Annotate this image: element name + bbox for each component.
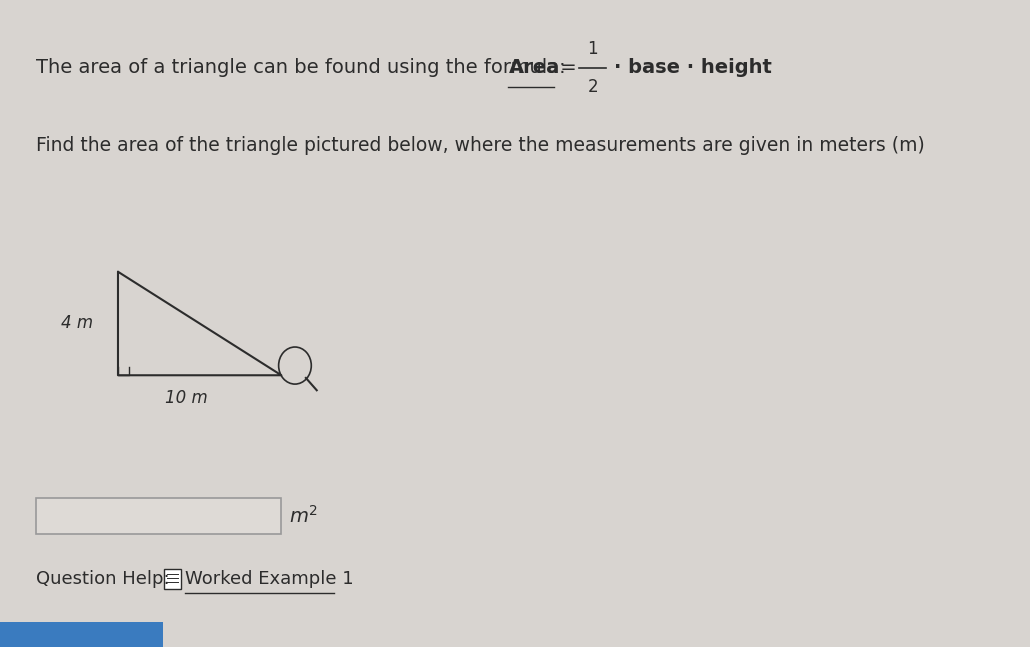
Text: · base · height: · base · height: [614, 58, 771, 78]
Text: =: =: [554, 58, 583, 78]
Text: 10 m: 10 m: [165, 389, 207, 407]
Text: 4 m: 4 m: [61, 314, 93, 333]
Text: Area: Area: [509, 58, 559, 78]
Text: Worked Example 1: Worked Example 1: [185, 570, 353, 588]
Bar: [164, 569, 180, 589]
Text: 2: 2: [587, 78, 598, 96]
Text: The area of a triangle can be found using the formula:: The area of a triangle can be found usin…: [36, 58, 573, 78]
Text: Question Help:: Question Help:: [36, 570, 181, 588]
Text: $m^2$: $m^2$: [288, 505, 317, 527]
Text: Find the area of the triangle pictured below, where the measurements are given i: Find the area of the triangle pictured b…: [36, 136, 925, 155]
Text: 1: 1: [587, 39, 598, 58]
Bar: [0, 622, 164, 647]
Bar: [36, 498, 281, 534]
